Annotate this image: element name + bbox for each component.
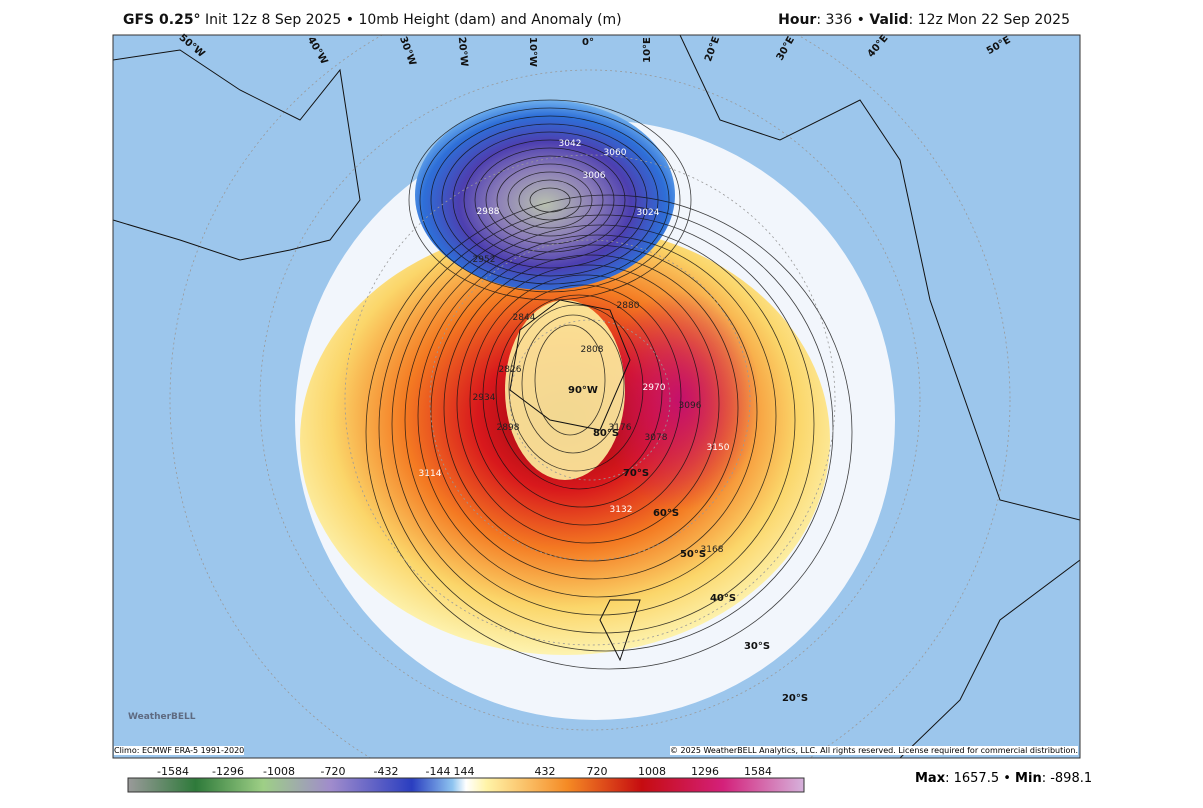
contour-label: 3168 [701,545,724,555]
map-field [113,35,1080,758]
lon-label: 40°W [305,35,330,66]
max-min: Max: 1657.5 • Min: -898.1 [915,771,1092,786]
contour [430,115,670,285]
contour-label: 3176 [609,423,632,433]
contour-label: 3096 [679,401,702,411]
lat-label: 90°W [568,385,598,396]
contour [507,171,593,229]
lon-label: 10°W [527,37,538,67]
contour [365,194,853,670]
contour-label: 2808 [581,345,604,355]
lon-label: 50°E [985,35,1013,57]
logo: WeatherBELL [128,712,196,722]
contour [485,155,615,245]
colorbar-tick-label: -432 [374,765,399,778]
contour [456,264,720,544]
contour [419,107,681,293]
contour [508,304,644,472]
contour-label: 2970 [643,383,666,393]
lon-label: 40°E [866,33,891,60]
lon-label: 20°W [456,36,470,67]
contour [469,274,701,526]
colorbar-tick-label: 144 [454,765,475,778]
contour-label: 2880 [617,301,640,311]
max: : 1657.5 • [945,771,1016,786]
contour-label: 3060 [604,148,627,158]
lat-label: 80°S [593,428,619,439]
colorbar [127,777,805,793]
colorbar-tick-label: 1008 [638,765,666,778]
colorbar-tick-label: -720 [321,765,346,778]
colorbar-tick-label: -1584 [157,765,189,778]
contour-label: 3078 [645,433,668,443]
contour-label: 2844 [513,313,536,323]
lat-label: 60°S [653,508,679,519]
lon-label: 30°E [775,35,797,63]
contour [408,99,692,301]
colorbar-tick-label: -1008 [263,765,295,778]
lon-label: 50°W [177,32,207,60]
colorbar-tick-label: 1296 [691,765,719,778]
contour [534,324,606,436]
lat-label: 20°S [782,693,808,704]
contour [529,187,571,213]
min-label: Min [1015,771,1042,786]
colorbar-tick-label: 432 [535,765,556,778]
contour-label: 2826 [499,365,522,375]
lat-label: 40°S [710,593,736,604]
contour [417,234,777,598]
contour-label: 3042 [559,139,582,149]
min: : -898.1 [1041,771,1093,786]
lon-label: 10°E [642,37,653,63]
contour-label: 3150 [707,443,730,453]
contour [521,314,625,454]
model: GFS 0.25° [123,12,201,28]
colorbar-tick-label: -1296 [212,765,244,778]
title: GFS 0.25° Init 12z 8 Sep 2025 • 10mb Hei… [123,12,622,28]
contour [404,224,796,616]
valid: : 12z Mon 22 Sep 2025 [908,12,1070,28]
contour-label: 3132 [610,505,633,515]
run: Init 12z 8 Sep 2025 • 10mb Height (dam) … [205,12,622,28]
climo: Climo: ECMWF ERA-5 1991-2020 [114,746,245,755]
max-label: Max [915,771,946,786]
contour [443,254,739,562]
contour [518,179,582,221]
contour [474,147,626,253]
lat-label: 30°S [744,641,770,652]
contour [452,131,648,269]
contour [463,139,637,261]
hour-label: Hour [778,12,817,28]
contour [391,214,815,634]
lat-label: 50°S [680,549,706,560]
contour [441,123,659,277]
colorbar-tick-label: 1584 [744,765,772,778]
contour-label: 2934 [473,393,496,403]
lon-label: 0° [582,37,594,48]
contour-label: 2898 [497,423,520,433]
hour: : 336 • [816,12,870,28]
valid-label: Valid [869,12,909,28]
contour-label: 2952 [473,255,496,265]
colorbar-tick-label: 720 [587,765,608,778]
contour [378,204,834,652]
contour-label: 2988 [477,207,500,217]
colorbar-tick-label: -144 [426,765,451,778]
valid-info: Hour: 336 • Valid: 12z Mon 22 Sep 2025 [778,12,1070,28]
contour [430,244,758,580]
lon-label: 20°E [703,35,722,63]
contour [495,294,663,490]
contour [496,163,604,237]
contour-label: 3114 [419,469,442,479]
lat-label: 70°S [623,468,649,479]
contour-label: 3006 [583,171,606,181]
contour [482,284,682,508]
lon-label: 30°W [397,35,418,67]
contour-label: 3024 [637,208,660,218]
copyright: © 2025 WeatherBELL Analytics, LLC. All r… [670,746,1078,755]
